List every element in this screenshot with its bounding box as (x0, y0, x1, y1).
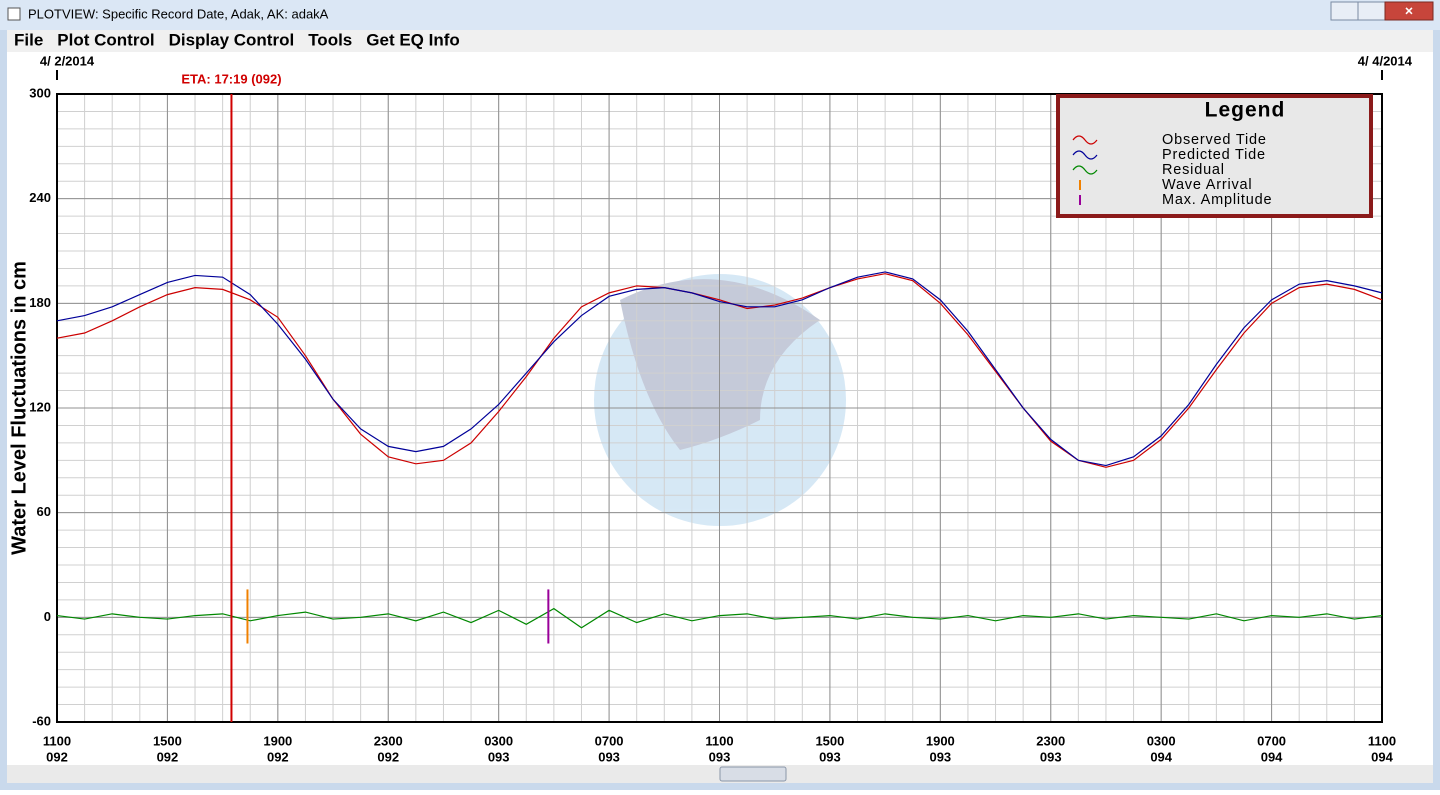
legend-label: Wave Arrival (1162, 177, 1252, 193)
x-tick-label: 0300 (484, 733, 513, 748)
legend-label: Predicted Tide (1162, 147, 1266, 163)
x-tick-label: 0700 (1257, 733, 1286, 748)
x-tick-label: 1100 (705, 733, 733, 748)
y-tick-label: 240 (29, 190, 51, 205)
scroll-thumb[interactable] (719, 766, 787, 782)
series-line (56, 607, 1383, 629)
y-tick-label: 180 (29, 295, 51, 310)
legend-label: Observed Tide (1162, 132, 1267, 148)
y-tick-label: 0 (44, 609, 51, 624)
maximize-button[interactable] (1357, 1, 1386, 21)
x-tick-day: 092 (46, 749, 68, 764)
legend-swatch (1072, 135, 1098, 145)
y-tick-label: 300 (29, 85, 51, 100)
date-label: 4/ 2/2014 (40, 53, 95, 68)
plot-frame (56, 93, 1383, 723)
series-line (56, 271, 1383, 467)
x-tick-label: 0300 (1147, 733, 1176, 748)
app-icon (7, 7, 21, 21)
x-tick-label: 2300 (374, 733, 403, 748)
legend-box (1056, 94, 1373, 218)
legend-label: Max. Amplitude (1162, 192, 1272, 208)
x-tick-label: 1100 (43, 733, 71, 748)
menu-bar (7, 30, 1433, 52)
legend-title: Legend (1205, 99, 1286, 122)
x-tick-day: 094 (1371, 749, 1393, 764)
x-tick-label: 0700 (595, 733, 624, 748)
x-tick-label: 1900 (926, 733, 955, 748)
x-tick-day: 093 (488, 749, 510, 764)
y-tick-label: -60 (32, 713, 51, 728)
x-tick-day: 094 (1150, 749, 1172, 764)
x-tick-label: 2300 (1036, 733, 1065, 748)
legend-swatch (1072, 165, 1098, 175)
y-axis-label: Water Level Fluctuations in cm (8, 261, 30, 555)
menu-item[interactable]: Display Control (169, 30, 295, 49)
x-tick-day: 093 (709, 749, 731, 764)
window-title: PLOTVIEW: Specific Record Date, Adak, AK… (28, 6, 329, 21)
close-icon: × (1405, 3, 1413, 19)
title-bar (0, 0, 1440, 30)
x-tick-day: 093 (819, 749, 841, 764)
x-tick-label: 1100 (1368, 733, 1396, 748)
x-tick-day: 092 (377, 749, 399, 764)
x-tick-day: 093 (929, 749, 951, 764)
y-tick-label: 120 (29, 399, 51, 414)
x-tick-day: 093 (598, 749, 620, 764)
legend-label: Residual (1162, 162, 1225, 178)
x-tick-day: 093 (1040, 749, 1062, 764)
menu-item[interactable]: Get EQ Info (366, 30, 460, 49)
close-button[interactable] (1384, 1, 1434, 21)
x-tick-label: 1900 (263, 733, 292, 748)
x-tick-day: 094 (1261, 749, 1283, 764)
x-tick-day: 092 (267, 749, 289, 764)
menu-item[interactable]: Tools (308, 30, 352, 49)
x-tick-label: 1500 (815, 733, 844, 748)
minimize-button[interactable] (1330, 1, 1359, 21)
x-tick-day: 092 (157, 749, 179, 764)
y-tick-label: 60 (37, 504, 51, 519)
series-line (56, 273, 1383, 468)
legend-swatch (1072, 150, 1098, 160)
menu-item[interactable]: Plot Control (57, 30, 154, 49)
date-label: 4/ 4/2014 (1358, 53, 1413, 68)
eta-label: ETA: 17:19 (092) (181, 71, 281, 86)
x-tick-label: 1500 (153, 733, 182, 748)
menu-item[interactable]: File (14, 30, 43, 49)
